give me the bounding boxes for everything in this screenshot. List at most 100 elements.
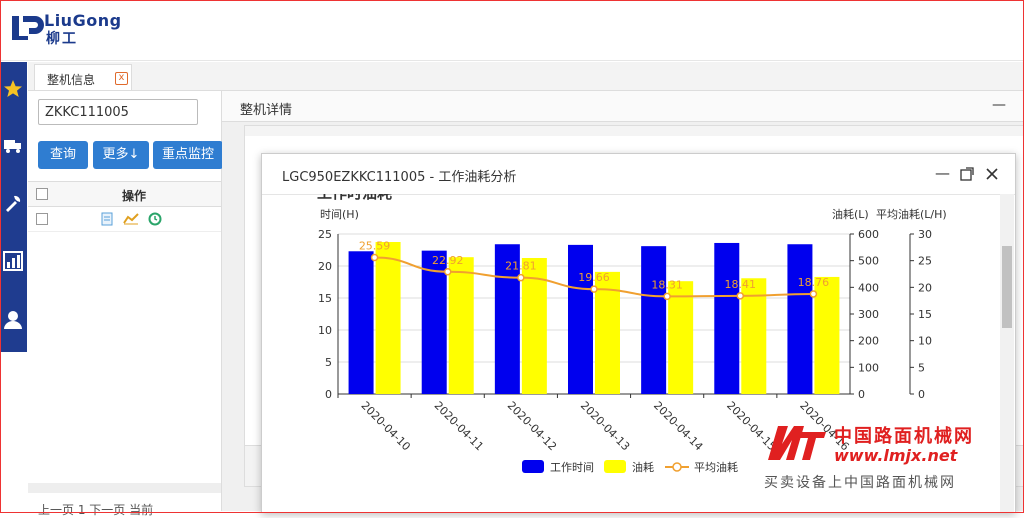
data-label-avg-fuel: 18.31 bbox=[651, 278, 683, 291]
bar-work-time bbox=[494, 244, 520, 394]
dialog-title: LGC950EZKKC111005 - 工作油耗分析 bbox=[282, 170, 517, 185]
document-icon[interactable] bbox=[101, 212, 113, 226]
data-label-avg-fuel: 22.92 bbox=[432, 254, 464, 267]
y-right2-tick: 10 bbox=[918, 335, 932, 348]
key-monitor-button[interactable]: 重点监控 bbox=[153, 141, 223, 169]
top-header: LiuGong 柳工 bbox=[0, 0, 1024, 61]
machine-grid: 操作 bbox=[28, 181, 221, 232]
tools-icon[interactable] bbox=[2, 192, 24, 214]
y-right1-tick: 300 bbox=[858, 308, 879, 321]
data-label-avg-fuel: 18.76 bbox=[798, 276, 830, 289]
y-right1-tick: 400 bbox=[858, 281, 879, 294]
point-avg-fuel bbox=[663, 292, 671, 301]
y-right2-tick: 25 bbox=[918, 255, 932, 268]
y-left-tick: 0 bbox=[325, 388, 332, 401]
x-tick-label: 2020-04-14 bbox=[651, 399, 705, 453]
bar-fuel bbox=[668, 281, 694, 394]
y-left-tick: 15 bbox=[318, 292, 332, 305]
close-icon[interactable]: x bbox=[115, 72, 128, 85]
tab-machine-info[interactable]: 整机信息 x bbox=[34, 64, 132, 90]
bar-work-time bbox=[421, 250, 447, 394]
tab-label: 整机信息 bbox=[47, 73, 96, 87]
data-label-avg-fuel: 25.59 bbox=[359, 240, 391, 253]
bar-fuel bbox=[741, 278, 767, 394]
y-right1-label: 油耗(L) bbox=[832, 207, 869, 221]
column-header-actions: 操作 bbox=[122, 189, 147, 203]
y-right1-tick: 600 bbox=[858, 228, 879, 241]
history-icon[interactable] bbox=[148, 212, 162, 226]
user-icon[interactable] bbox=[2, 308, 24, 330]
search-input[interactable] bbox=[38, 99, 198, 125]
data-label-avg-fuel: 19.66 bbox=[578, 271, 610, 284]
point-avg-fuel bbox=[517, 273, 525, 282]
brand-name: LiuGong bbox=[44, 11, 122, 30]
bar-work-time bbox=[348, 251, 374, 394]
bar-fuel bbox=[375, 242, 401, 394]
y-left-label: 时间(H) bbox=[320, 208, 359, 221]
watermark-cn: 中国路面机械网 bbox=[834, 426, 974, 447]
legend-marker-avg-fuel bbox=[672, 462, 682, 472]
tab-bar: 整机信息 x bbox=[28, 62, 1024, 91]
y-left-tick: 25 bbox=[318, 228, 332, 241]
y-right2-tick: 15 bbox=[918, 308, 932, 321]
dialog-header: LGC950EZKKC111005 - 工作油耗分析 — bbox=[262, 154, 1015, 195]
bar-fuel bbox=[448, 257, 474, 394]
bar-fuel bbox=[595, 271, 620, 394]
x-tick-label: 2020-04-13 bbox=[578, 399, 632, 453]
point-avg-fuel bbox=[736, 292, 745, 300]
point-avg-fuel bbox=[809, 290, 818, 298]
y-right2-tick: 0 bbox=[918, 388, 925, 401]
legend-label-work-time: 工作时间 bbox=[550, 461, 594, 474]
star-icon[interactable] bbox=[2, 78, 24, 100]
legend-swatch-fuel bbox=[604, 460, 626, 473]
legend-label-avg-fuel: 平均油耗 bbox=[694, 460, 738, 474]
maximize-icon[interactable] bbox=[960, 167, 974, 181]
horizontal-scrollbar[interactable] bbox=[28, 483, 221, 493]
y-right2-tick: 30 bbox=[918, 228, 932, 241]
x-tick-label: 2020-04-11 bbox=[432, 399, 486, 453]
detail-title: 整机详情 bbox=[240, 103, 293, 118]
point-avg-fuel bbox=[370, 253, 379, 262]
bar-work-time bbox=[568, 244, 593, 394]
data-label-avg-fuel: 18.41 bbox=[725, 278, 757, 291]
y-right1-tick: 0 bbox=[858, 388, 865, 401]
y-right1-tick: 100 bbox=[858, 361, 879, 374]
y-left-tick: 20 bbox=[318, 260, 332, 273]
detail-content-strip bbox=[245, 126, 1024, 136]
close-icon[interactable] bbox=[985, 167, 999, 181]
scrollbar-thumb[interactable] bbox=[1002, 246, 1012, 328]
minimize-icon[interactable]: — bbox=[992, 97, 1006, 113]
y-left-tick: 5 bbox=[325, 356, 332, 369]
vertical-scrollbar[interactable] bbox=[1000, 194, 1014, 512]
site-watermark: 中国路面机械网 www.lmjx.net 买卖设备上中国路面机械网 bbox=[762, 418, 1024, 513]
row-checkbox[interactable] bbox=[36, 213, 48, 225]
data-label-avg-fuel: 21.81 bbox=[505, 260, 537, 273]
query-button[interactable]: 查询 bbox=[38, 141, 88, 169]
chart-title: 工作时油耗 bbox=[317, 194, 392, 202]
x-tick-label: 2020-04-12 bbox=[505, 399, 559, 453]
pager[interactable]: 上一页 1 下一页 当前 bbox=[38, 503, 154, 517]
x-tick-label: 2020-04-10 bbox=[358, 399, 412, 453]
watermark-url: www.lmjx.net bbox=[834, 446, 958, 465]
fuel-chart: 工作时油耗时间(H) 油耗(L) 平均油耗(L/H) 0 5 10 15 20 25 0 100 20… bbox=[317, 194, 947, 474]
grid-header: 操作 bbox=[28, 182, 221, 207]
watermark-slogan: 买卖设备上中国路面机械网 bbox=[764, 475, 956, 491]
bar-fuel bbox=[521, 258, 547, 394]
bar-work-time bbox=[787, 244, 813, 394]
point-avg-fuel bbox=[590, 285, 598, 293]
detail-header: 整机详情 — bbox=[222, 91, 1024, 122]
more-button[interactable]: 更多↓ bbox=[93, 141, 149, 169]
table-row bbox=[28, 207, 221, 232]
chart-line-icon[interactable] bbox=[123, 212, 139, 225]
bar-work-time bbox=[714, 242, 740, 394]
legend-swatch-work-time bbox=[522, 460, 544, 473]
select-all-checkbox[interactable] bbox=[36, 188, 48, 200]
truck-icon[interactable] bbox=[2, 134, 24, 156]
y-right2-label: 平均油耗(L/H) bbox=[876, 207, 947, 221]
chart-icon[interactable] bbox=[2, 250, 24, 272]
minimize-icon[interactable]: — bbox=[935, 164, 950, 182]
brand-name-cn: 柳工 bbox=[46, 31, 78, 47]
nav-icon-strip bbox=[0, 62, 27, 352]
y-right1-tick: 500 bbox=[858, 255, 879, 268]
machine-list-panel: 查询 更多↓ 重点监控 操作 上一页 1 下一页 当前 bbox=[28, 91, 223, 517]
